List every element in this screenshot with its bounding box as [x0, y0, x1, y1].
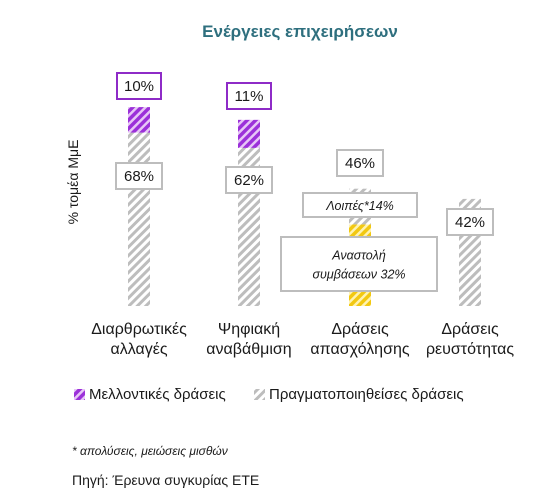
category-label-3: Δράσεις ρευστότητας — [426, 321, 514, 358]
bar-chart: Ενέργειες επιχειρήσεων % τομέα ΜμΕ 10% 68… — [65, 22, 514, 403]
data-label-suspension: Αναστολή — [331, 249, 386, 263]
data-label-completed-3: 42% — [455, 214, 485, 231]
data-label-future-0: 10% — [124, 78, 154, 95]
bar-future-1 — [238, 119, 260, 148]
data-label-suspension-box — [280, 236, 438, 292]
legend: Μελλοντικές δράσεις Πραγματοποιηθείσες δρ… — [74, 386, 464, 403]
legend-swatch-future — [74, 389, 85, 400]
data-label-completed-1: 62% — [234, 172, 264, 189]
y-axis-label: % τομέα ΜμΕ — [65, 140, 81, 225]
legend-swatch-completed — [254, 389, 265, 400]
data-label-completed-0: 68% — [124, 168, 154, 185]
labels-layer: 10% 68% 11% 62% 46% Λοιπές*14% Αναστολή συμβάσε… — [115, 72, 494, 292]
chart-title: Ενέργειες επιχειρήσεων — [202, 22, 398, 41]
category-labels: Διαρθρωτικές αλλαγές Ψηφιακή αναβάθμιση Δράσ… — [91, 321, 514, 358]
legend-label-future: Μελλοντικές δράσεις — [89, 386, 226, 403]
source-note: Πηγή: Έρευνα συγκυρίας ΕΤΕ — [72, 472, 260, 488]
footnote: * απολύσεις, μειώσεις μισθών — [72, 444, 228, 458]
legend-label-completed: Πραγματοποιηθείσες δράσεις — [269, 386, 464, 403]
data-label-completed-2-box — [336, 149, 384, 177]
data-label-future-1: 11% — [235, 88, 264, 105]
data-label-completed-2: 46% — [345, 155, 375, 172]
data-label-completed-1-box — [225, 166, 273, 194]
bar-completed-0 — [128, 132, 150, 306]
data-label-completed-3-box — [446, 208, 494, 236]
data-label-completed-0-box — [115, 162, 163, 190]
data-label-other: Λοιπές*14% — [325, 199, 394, 213]
category-label-1: Ψηφιακή αναβάθμιση — [206, 321, 291, 358]
data-label-suspension: συμβάσεων 32% — [312, 268, 405, 282]
data-label-future-0-box — [116, 72, 162, 100]
category-label-0: Διαρθρωτικές αλλαγές — [91, 321, 187, 358]
bar-future-0 — [128, 107, 150, 133]
data-label-future-1-box — [226, 82, 272, 110]
category-label-2: Δράσεις απασχόλησης — [310, 321, 409, 358]
data-label-other-box — [302, 192, 418, 218]
